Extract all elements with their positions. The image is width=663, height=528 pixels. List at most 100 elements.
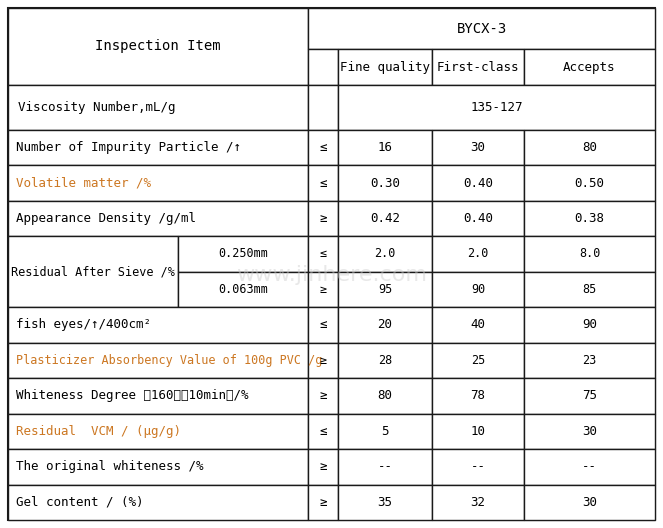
Bar — [8, 8, 308, 85]
Bar — [308, 130, 338, 165]
Text: 0.38: 0.38 — [575, 212, 605, 225]
Bar — [8, 449, 308, 485]
Text: --: -- — [471, 460, 485, 473]
Bar — [308, 85, 338, 130]
Text: Inspection Item: Inspection Item — [95, 40, 221, 53]
Text: ≥: ≥ — [320, 460, 327, 473]
Text: 32: 32 — [471, 496, 485, 509]
Bar — [432, 485, 524, 520]
Bar — [308, 413, 338, 449]
Text: ≥: ≥ — [320, 354, 327, 367]
Text: 0.30: 0.30 — [370, 176, 400, 190]
Bar — [524, 307, 655, 343]
Text: Viscosity Number,mL/g: Viscosity Number,mL/g — [18, 101, 176, 114]
Bar — [338, 413, 432, 449]
Bar — [338, 50, 432, 85]
Bar — [8, 130, 308, 165]
Bar — [8, 413, 308, 449]
Bar — [178, 236, 308, 272]
Text: ≤: ≤ — [320, 141, 327, 154]
Bar — [8, 378, 308, 413]
Bar — [524, 236, 655, 272]
Bar — [432, 165, 524, 201]
Text: Residual After Sieve /%: Residual After Sieve /% — [11, 265, 175, 278]
Bar — [524, 449, 655, 485]
Text: ≤: ≤ — [320, 425, 327, 438]
Bar — [432, 130, 524, 165]
Bar — [432, 378, 524, 413]
Bar — [432, 343, 524, 378]
Bar — [338, 201, 432, 236]
Bar — [8, 343, 308, 378]
Bar — [308, 165, 338, 201]
Text: ≥: ≥ — [320, 496, 327, 509]
Text: 5: 5 — [381, 425, 389, 438]
Text: ≤: ≤ — [320, 248, 327, 260]
Bar — [338, 85, 655, 130]
Bar — [308, 449, 338, 485]
Text: ≤: ≤ — [320, 318, 327, 332]
Text: Volatile matter /%: Volatile matter /% — [16, 176, 151, 190]
Bar — [308, 50, 338, 85]
Bar — [308, 307, 338, 343]
Text: 35: 35 — [377, 496, 392, 509]
Bar — [432, 413, 524, 449]
Bar — [338, 343, 432, 378]
Text: ≥: ≥ — [320, 389, 327, 402]
Text: Fine quality: Fine quality — [340, 61, 430, 73]
Text: 20: 20 — [377, 318, 392, 332]
Text: 80: 80 — [377, 389, 392, 402]
Bar — [308, 272, 338, 307]
Bar — [8, 85, 308, 130]
Text: 80: 80 — [582, 141, 597, 154]
Text: 0.40: 0.40 — [463, 212, 493, 225]
Text: The original whiteness /%: The original whiteness /% — [16, 460, 204, 473]
Text: Appearance Density /g/ml: Appearance Density /g/ml — [16, 212, 196, 225]
Bar — [338, 272, 432, 307]
Text: 16: 16 — [377, 141, 392, 154]
Text: Plasticizer Absorbency Value of 100g PVC /g: Plasticizer Absorbency Value of 100g PVC… — [16, 354, 322, 367]
Bar — [308, 378, 338, 413]
Bar — [432, 272, 524, 307]
Text: Accepts: Accepts — [564, 61, 616, 73]
Text: 30: 30 — [582, 496, 597, 509]
Text: 30: 30 — [471, 141, 485, 154]
Text: 40: 40 — [471, 318, 485, 332]
Bar — [432, 201, 524, 236]
Bar — [524, 272, 655, 307]
Text: 25: 25 — [471, 354, 485, 367]
Bar — [8, 236, 178, 307]
Bar — [8, 307, 308, 343]
Text: 90: 90 — [582, 318, 597, 332]
Text: 10: 10 — [471, 425, 485, 438]
Bar — [338, 449, 432, 485]
Text: --: -- — [377, 460, 392, 473]
Text: First-class: First-class — [437, 61, 519, 73]
Bar — [524, 130, 655, 165]
Text: 2.0: 2.0 — [375, 248, 396, 260]
Text: 23: 23 — [582, 354, 597, 367]
Bar — [338, 165, 432, 201]
Text: 78: 78 — [471, 389, 485, 402]
Text: Gel content / (%): Gel content / (%) — [16, 496, 143, 509]
Bar — [524, 165, 655, 201]
Text: ≤: ≤ — [320, 176, 327, 190]
Bar — [8, 201, 308, 236]
Text: ≥: ≥ — [320, 212, 327, 225]
Text: 0.42: 0.42 — [370, 212, 400, 225]
Text: 28: 28 — [378, 354, 392, 367]
Text: 8.0: 8.0 — [579, 248, 600, 260]
Text: --: -- — [582, 460, 597, 473]
Text: www.jinhere.com: www.jinhere.com — [236, 265, 427, 285]
Bar — [524, 378, 655, 413]
Text: fish eyes/↑/400cm²: fish eyes/↑/400cm² — [16, 318, 151, 332]
Bar — [8, 485, 308, 520]
Text: 0.250mm: 0.250mm — [218, 248, 268, 260]
Text: 85: 85 — [582, 283, 597, 296]
Text: Number of Impurity Particle /↑: Number of Impurity Particle /↑ — [16, 141, 241, 154]
Bar — [432, 449, 524, 485]
Text: ≥: ≥ — [320, 283, 327, 296]
Bar — [432, 236, 524, 272]
Text: 90: 90 — [471, 283, 485, 296]
Bar — [524, 201, 655, 236]
